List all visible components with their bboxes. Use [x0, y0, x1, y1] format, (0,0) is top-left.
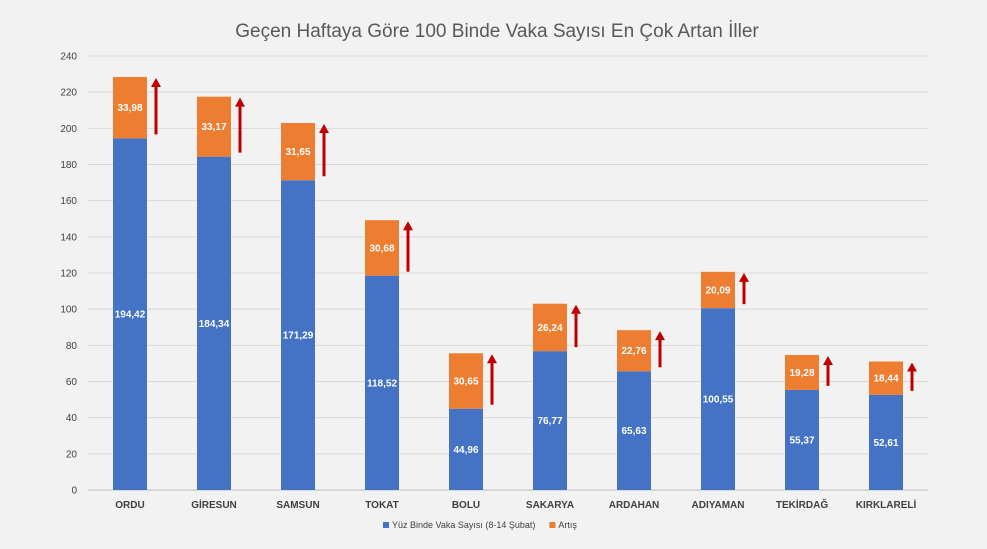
chart-title: Geçen Haftaya Göre 100 Binde Vaka Sayısı…	[235, 21, 759, 42]
x-category-label: SAMSUN	[276, 500, 319, 511]
x-category-label: KIRKLARELİ	[856, 498, 917, 511]
bar-base-1	[197, 156, 231, 490]
data-label-base: 65,63	[621, 426, 646, 437]
bar-increase-2	[281, 123, 315, 181]
bar-increase-5	[533, 303, 567, 352]
y-tick-label: 80	[66, 341, 78, 352]
up-arrow-icon	[403, 221, 413, 272]
up-arrow-icon	[907, 362, 917, 391]
bar-increase-1	[197, 96, 231, 157]
legend-swatch	[383, 522, 389, 528]
up-arrow-head	[739, 272, 749, 282]
data-label-base: 100,55	[703, 395, 734, 406]
up-arrow-head	[571, 304, 581, 314]
data-label-base: 44,96	[453, 445, 478, 456]
bar-base-9	[869, 394, 903, 490]
y-tick-label: 240	[60, 52, 77, 63]
bar-base-8	[785, 389, 819, 490]
legend-label: Yüz Binde Vaka Sayısı (8-14 Şubat)	[392, 520, 535, 530]
x-category-label: ADIYAMAN	[692, 500, 745, 511]
bar-base-2	[281, 180, 315, 490]
up-arrow-icon	[739, 272, 749, 305]
x-category-label: ORDU	[115, 500, 144, 511]
data-label-increase: 30,65	[453, 376, 478, 387]
bar-increase-9	[869, 361, 903, 395]
data-label-increase: 33,98	[117, 103, 142, 114]
y-axis-ticks: 0 20 40 60 80 100 120 140 160 180 200 220 240	[60, 52, 77, 497]
data-label-increase: 33,17	[201, 122, 226, 133]
up-arrow-icon	[235, 97, 245, 153]
bar-increase-7	[701, 271, 735, 309]
up-arrow-icon	[571, 304, 581, 348]
up-arrow-icon	[487, 354, 497, 405]
y-tick-label: 220	[60, 88, 77, 99]
y-tick-label: 200	[60, 124, 77, 135]
legend-label: Artış	[558, 520, 577, 530]
up-arrow-head	[151, 77, 161, 87]
up-arrow-head	[403, 221, 413, 231]
y-tick-label: 100	[60, 305, 77, 316]
data-label-increase: 20,09	[705, 286, 730, 297]
y-tick-label: 40	[66, 413, 78, 424]
bar-base-5	[533, 351, 567, 490]
bar-base-3	[365, 275, 399, 490]
data-label-base: 171,29	[283, 331, 314, 342]
up-arrow-head	[319, 124, 329, 134]
up-arrow-head	[655, 331, 665, 341]
data-label-base: 184,34	[199, 319, 230, 330]
y-tick-label: 160	[60, 196, 77, 207]
data-label-increase: 22,76	[621, 346, 646, 357]
x-category-label: GİRESUN	[191, 498, 237, 511]
data-labels: 194,42 33,98 184,34 33,17 171,29 31,65 118,52 3…	[115, 103, 899, 456]
x-category-label: TEKİRDAĞ	[776, 498, 828, 511]
data-label-base: 55,37	[789, 435, 814, 446]
y-tick-label: 140	[60, 232, 77, 243]
y-tick-label: 20	[66, 449, 78, 460]
bar-increase-4	[449, 353, 483, 409]
up-arrow-icon	[823, 356, 833, 386]
y-tick-label: 0	[71, 486, 77, 497]
bar-increase-0	[113, 76, 147, 139]
data-label-increase: 26,24	[537, 323, 562, 334]
data-label-base: 194,42	[115, 310, 146, 321]
bar-increase-3	[365, 220, 399, 276]
up-arrow-icon	[655, 331, 665, 368]
legend: Yüz Binde Vaka Sayısı (8-14 Şubat) Artış	[383, 520, 577, 530]
data-label-base: 52,61	[873, 438, 898, 449]
y-tick-label: 120	[60, 269, 77, 280]
bar-base-7	[701, 308, 735, 490]
x-category-label: BOLU	[452, 500, 480, 511]
x-category-label: SAKARYA	[526, 500, 574, 511]
up-arrow-head	[235, 97, 245, 107]
y-tick-label: 60	[66, 377, 78, 388]
x-category-label: ARDAHAN	[609, 500, 660, 511]
data-label-base: 76,77	[537, 416, 562, 427]
bar-base-4	[449, 408, 483, 490]
bar-base-0	[113, 138, 147, 490]
up-arrow-head	[907, 362, 917, 372]
x-category-label: TOKAT	[365, 500, 399, 511]
bar-increase-8	[785, 355, 819, 390]
up-arrow-head	[487, 354, 497, 364]
bar-increase-6	[617, 330, 651, 372]
data-label-increase: 31,65	[285, 147, 310, 158]
bar-base-6	[617, 371, 651, 490]
up-arrow-icon	[151, 77, 161, 135]
data-label-increase: 18,44	[873, 374, 898, 385]
data-label-increase: 30,68	[369, 243, 394, 254]
up-arrow-icon	[319, 124, 329, 177]
increase-arrows	[151, 77, 917, 405]
legend-swatch	[549, 522, 556, 528]
y-tick-label: 180	[60, 160, 77, 171]
bars	[113, 76, 903, 490]
data-label-base: 118,52	[367, 378, 397, 389]
x-axis-categories: ORDU GİRESUN SAMSUN TOKAT BOLU SAKARYA ARDAHAN…	[115, 498, 916, 511]
data-label-increase: 19,28	[789, 368, 814, 379]
up-arrow-head	[823, 356, 833, 366]
